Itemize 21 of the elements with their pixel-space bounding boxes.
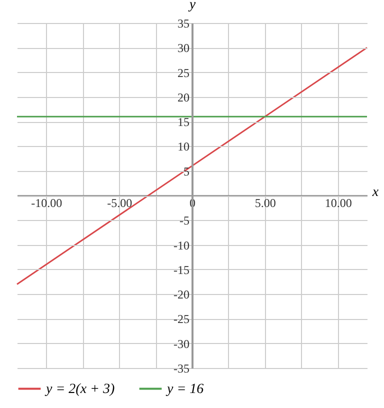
y-tick-label: 35	[178, 16, 190, 30]
legend-label: y = 2(x + 3)	[44, 382, 115, 397]
y-tick-label: -30	[174, 336, 190, 351]
y-tick-label: -15	[174, 262, 190, 277]
x-tick-label: 10.00	[324, 196, 352, 210]
y-tick-label: -25	[174, 312, 190, 326]
y-tick-label: 15	[178, 115, 190, 130]
y-tick-label: -20	[174, 288, 190, 302]
y-axis-title: y	[187, 0, 196, 12]
x-tick-label: -5.00	[107, 196, 132, 210]
legend-label: y = 16	[165, 382, 204, 397]
y-tick-label: 10	[178, 140, 190, 154]
y-tick-label: -35	[174, 362, 190, 376]
y-tick-label: 30	[178, 41, 190, 56]
x-axis-title: x	[371, 185, 380, 200]
y-tick-label: 20	[178, 90, 190, 104]
y-tick-label: -10	[174, 238, 190, 252]
y-tick-label: -5	[180, 214, 190, 228]
x-tick-label: 5.00	[254, 196, 276, 210]
x-tick-label: -10.00	[31, 196, 62, 210]
y-tick-label: 25	[178, 66, 190, 80]
